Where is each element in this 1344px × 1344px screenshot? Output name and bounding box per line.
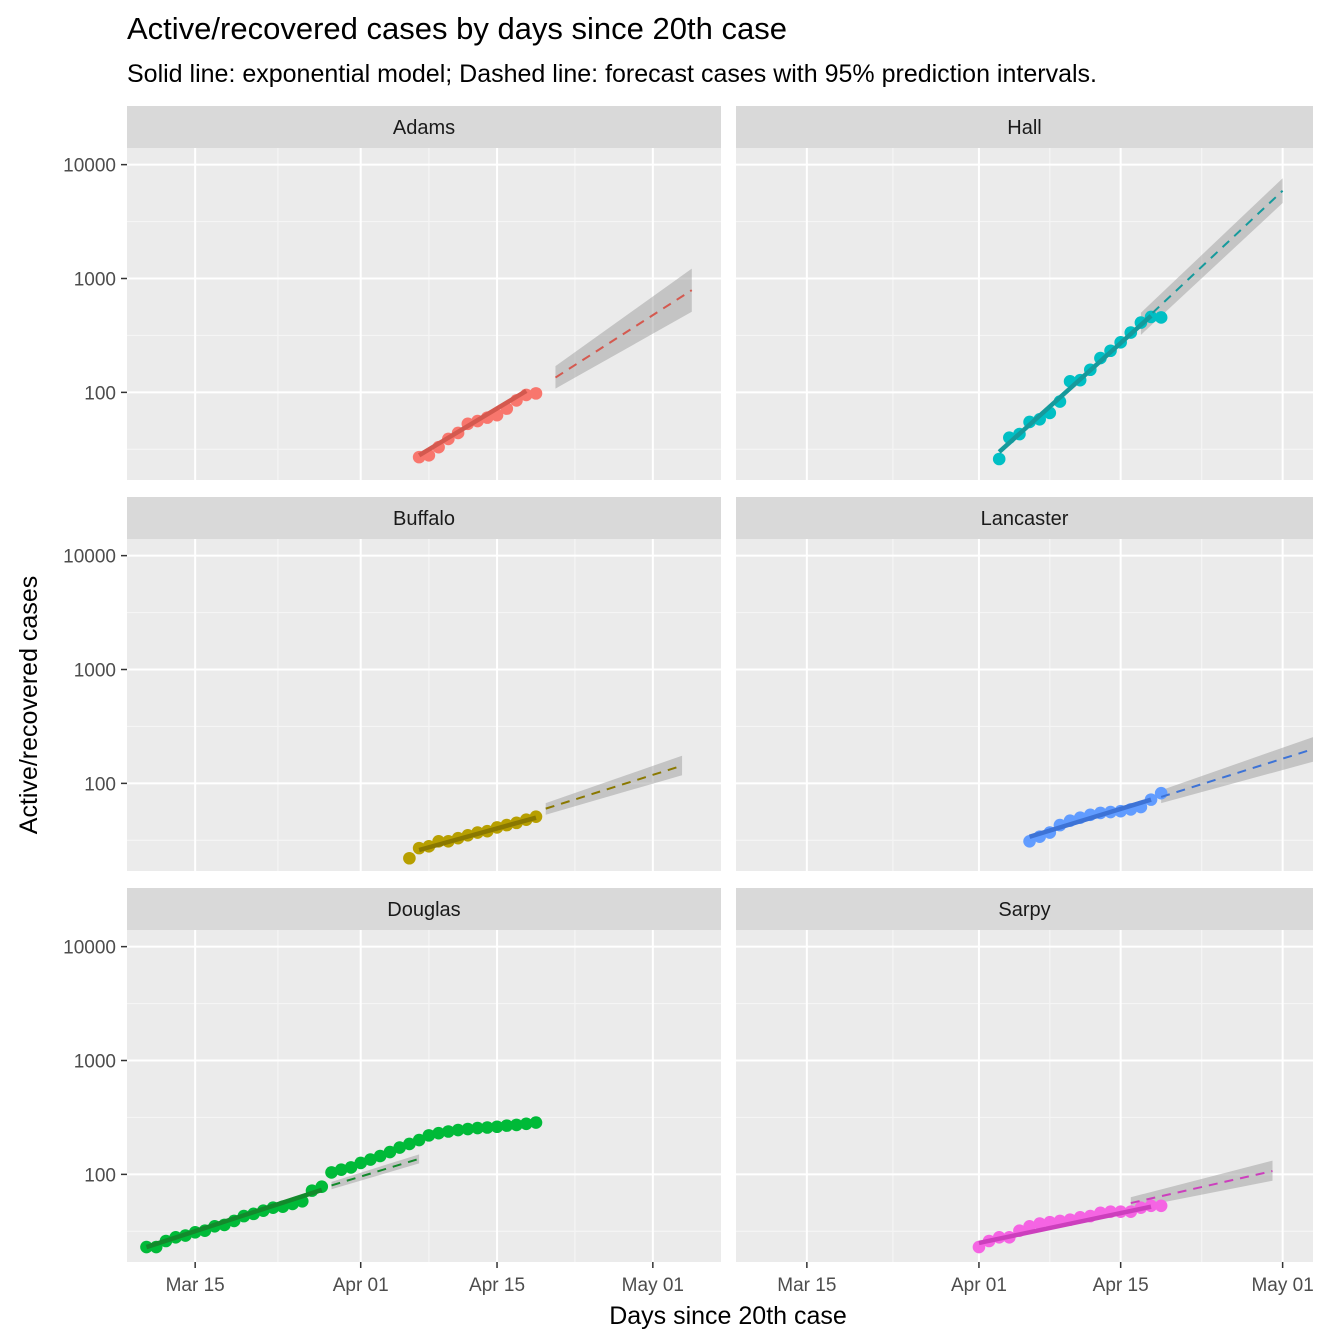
data-point bbox=[480, 1121, 494, 1134]
x-tick-label: May 01 bbox=[622, 1275, 684, 1296]
data-point bbox=[393, 1141, 406, 1154]
prediction-interval-ribbon bbox=[1161, 737, 1313, 804]
y-tick-label: 10000 bbox=[63, 547, 116, 568]
data-point bbox=[403, 1137, 416, 1151]
model-fit-line bbox=[418, 815, 537, 853]
forecast-line bbox=[545, 764, 683, 810]
data-point bbox=[344, 1161, 358, 1174]
panel-buffalo: Buffalo 100 1000 10000 bbox=[63, 497, 721, 871]
data-point bbox=[490, 1120, 504, 1134]
facet-label: Douglas bbox=[387, 899, 460, 921]
data-point bbox=[354, 1156, 368, 1170]
x-tick-label: Mar 15 bbox=[166, 1275, 225, 1296]
y-tick-label: 100 bbox=[84, 1165, 116, 1186]
data-point bbox=[510, 1118, 523, 1132]
forecast-line bbox=[1160, 748, 1314, 798]
data-point bbox=[451, 1123, 465, 1137]
data-point bbox=[373, 1149, 387, 1163]
panel-background bbox=[127, 539, 721, 871]
x-axis-title: Days since 20th case bbox=[609, 1302, 847, 1330]
y-tick-label: 10000 bbox=[63, 938, 116, 959]
data-point bbox=[1154, 311, 1168, 324]
facet-strip bbox=[736, 888, 1313, 930]
x-tick-label: Apr 01 bbox=[951, 1275, 1007, 1296]
data-point bbox=[1154, 786, 1168, 800]
panel-lancaster: Lancaster bbox=[736, 497, 1314, 871]
data-point bbox=[529, 1116, 543, 1129]
prediction-interval-ribbon bbox=[1130, 1160, 1273, 1209]
data-point bbox=[383, 1145, 397, 1159]
facet-strip bbox=[127, 888, 721, 930]
facet-label: Hall bbox=[1007, 117, 1041, 139]
y-axis-title: Active/recovered cases bbox=[15, 576, 43, 834]
panel-background bbox=[127, 930, 721, 1262]
y-tick-label: 100 bbox=[84, 383, 116, 404]
model-fit-line bbox=[417, 388, 528, 458]
panel-hall: Hall bbox=[736, 106, 1313, 480]
panel-background bbox=[736, 930, 1313, 1262]
facet-label: Buffalo bbox=[393, 508, 455, 530]
data-point bbox=[992, 452, 1006, 466]
data-point bbox=[529, 387, 543, 400]
data-point bbox=[500, 1119, 514, 1132]
x-tick-label: Apr 15 bbox=[1093, 1275, 1149, 1296]
data-point bbox=[364, 1153, 377, 1166]
facet-label: Adams bbox=[393, 117, 455, 139]
prediction-interval-ribbon bbox=[555, 268, 692, 389]
panel-background bbox=[127, 148, 721, 480]
facet-strip bbox=[736, 497, 1313, 539]
y-tick-label: 10000 bbox=[63, 156, 116, 177]
model-fit-line bbox=[997, 314, 1153, 454]
data-point bbox=[519, 1117, 533, 1131]
facet-strip bbox=[127, 497, 721, 539]
data-point bbox=[1033, 1217, 1046, 1230]
data-point bbox=[422, 1129, 436, 1142]
chart-subtitle: Solid line: exponential model; Dashed li… bbox=[127, 60, 1097, 88]
prediction-interval-ribbon bbox=[545, 755, 683, 815]
forecast-line bbox=[1140, 190, 1284, 325]
y-tick-label: 1000 bbox=[74, 1052, 116, 1073]
data-point bbox=[432, 1126, 445, 1140]
forecast-line bbox=[1130, 1170, 1273, 1205]
forecast-line bbox=[554, 289, 693, 379]
panel-douglas: Douglas 100 1000 10000 Mar 15 Apr 01 Apr 15 May… bbox=[63, 888, 721, 1296]
panel-background bbox=[736, 539, 1313, 871]
model-fit-line bbox=[1028, 797, 1152, 839]
x-tick-label: Apr 01 bbox=[333, 1275, 389, 1296]
y-tick-label: 100 bbox=[84, 774, 116, 795]
y-tick-label: 1000 bbox=[74, 661, 116, 682]
panel-adams: Adams 100 1000 10000 bbox=[63, 106, 721, 480]
x-tick-label: Mar 15 bbox=[777, 1275, 836, 1296]
chart-title: Active/recovered cases by days since 20t… bbox=[127, 11, 787, 46]
y-tick-label: 1000 bbox=[74, 270, 116, 291]
x-tick-label: Apr 15 bbox=[469, 1275, 525, 1296]
data-point bbox=[471, 1121, 484, 1135]
x-tick-label: May 01 bbox=[1251, 1275, 1313, 1296]
model-fit-line bbox=[978, 1204, 1152, 1246]
data-point bbox=[1154, 1199, 1168, 1213]
facet-label: Sarpy bbox=[998, 899, 1050, 921]
data-point bbox=[442, 1125, 455, 1138]
panel-sarpy: Sarpy Mar 15 Apr 01 Apr 15 May 01 bbox=[736, 888, 1314, 1296]
facet-strip bbox=[736, 106, 1313, 148]
prediction-interval-ribbon bbox=[331, 1154, 420, 1190]
data-point bbox=[325, 1166, 338, 1179]
data-point bbox=[334, 1163, 348, 1176]
data-point bbox=[1023, 834, 1036, 848]
data-point bbox=[412, 1133, 426, 1147]
model-fit-line bbox=[145, 1187, 323, 1250]
facet-strip bbox=[127, 106, 721, 148]
data-point bbox=[403, 851, 416, 865]
data-point bbox=[461, 1122, 475, 1136]
facet-label: Lancaster bbox=[981, 508, 1069, 530]
